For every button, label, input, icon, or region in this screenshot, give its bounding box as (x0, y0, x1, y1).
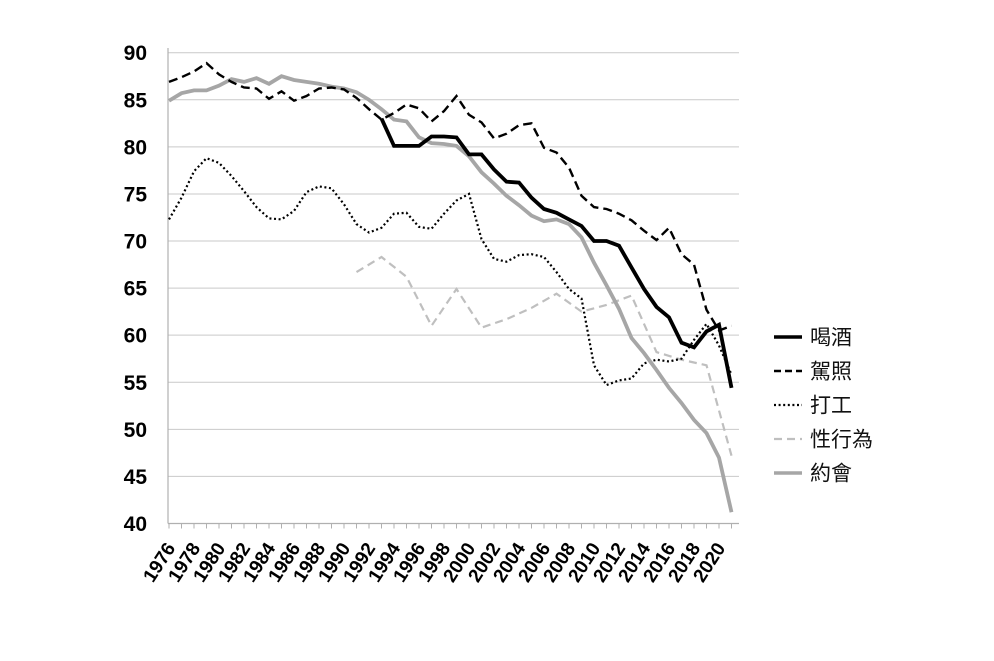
legend-item: 駕照 (774, 361, 852, 384)
y-tick-label: 45 (124, 466, 148, 489)
y-tick-label: 85 (124, 89, 148, 112)
x-axis-labels: 1976197819801982198419861988199019921994… (140, 539, 731, 586)
legend-item: 性行為 (774, 429, 873, 452)
legend-item: 約會 (774, 463, 852, 486)
y-tick-label: 40 (124, 513, 147, 536)
legend-label: 打工 (810, 395, 852, 418)
series-line-打工 (168, 156, 733, 387)
y-tick-label: 50 (124, 419, 147, 442)
series-lines (168, 61, 734, 513)
legend-item: 打工 (774, 395, 852, 418)
gridlines (168, 52, 739, 477)
y-tick-label: 65 (124, 278, 148, 301)
y-tick-label: 75 (124, 183, 148, 206)
series-line-約會 (168, 74, 734, 513)
axes (167, 48, 739, 529)
y-tick-label: 60 (124, 325, 147, 348)
y-tick-label: 80 (124, 136, 147, 159)
legend-label: 約會 (810, 463, 852, 486)
legend-label: 性行為 (810, 429, 873, 452)
y-tick-label: 55 (124, 372, 148, 395)
legend-item: 喝酒 (774, 327, 852, 350)
series-line-性行為 (355, 255, 733, 456)
y-tick-label: 90 (124, 42, 147, 65)
legend-label: 駕照 (810, 361, 852, 384)
y-axis-labels: 90 85 80 75 70 65 60 55 50 45 40 (124, 42, 148, 536)
y-tick-label: 70 (124, 231, 147, 254)
series-line-喝酒 (379, 117, 734, 389)
legend-label: 喝酒 (810, 327, 852, 350)
